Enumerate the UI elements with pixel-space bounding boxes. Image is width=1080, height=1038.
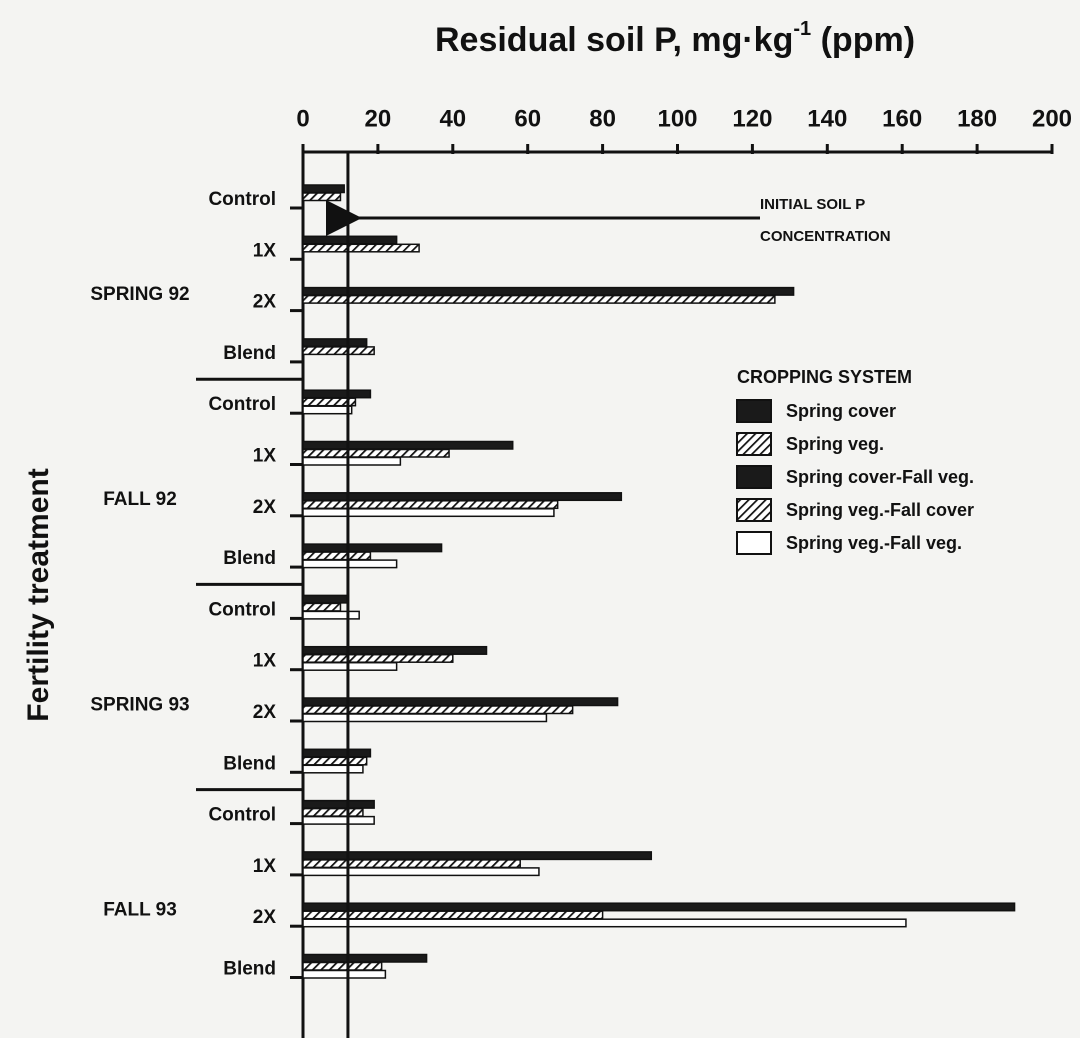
bar xyxy=(302,243,420,253)
bar xyxy=(302,294,776,304)
x-tick-label: 100 xyxy=(657,105,697,132)
bar xyxy=(302,602,342,612)
bar xyxy=(302,559,398,569)
group-label: SPRING 93 xyxy=(90,694,189,715)
bar xyxy=(302,851,653,861)
bar xyxy=(302,610,360,620)
x-tick-label: 80 xyxy=(589,105,616,132)
bar xyxy=(302,184,345,194)
x-tick-label: 200 xyxy=(1032,105,1072,132)
y-tick-label: Blend xyxy=(223,343,276,364)
legend-label: Spring veg.-Fall veg. xyxy=(786,533,962,553)
x-tick-label: 120 xyxy=(732,105,772,132)
legend-swatch xyxy=(736,399,772,423)
y-tick-label: 1X xyxy=(253,240,277,261)
group-label: SPRING 92 xyxy=(90,284,189,305)
y-axis-label: Fertility treatment xyxy=(22,468,55,721)
reference-label: INITIAL SOIL P xyxy=(760,196,865,213)
legend-swatch xyxy=(736,531,772,555)
y-tick-label: 1X xyxy=(253,446,277,467)
bar xyxy=(302,748,372,758)
y-tick-label: Blend xyxy=(223,959,276,980)
bar xyxy=(302,338,368,348)
bar xyxy=(302,918,907,928)
bar xyxy=(302,235,398,245)
bar xyxy=(302,346,375,356)
legend-label: Spring veg.-Fall cover xyxy=(786,500,974,520)
x-tick-label: 60 xyxy=(514,105,541,132)
reference-label: CONCENTRATION xyxy=(760,228,891,245)
y-tick-label: 2X xyxy=(253,292,277,313)
bar xyxy=(302,653,454,663)
y-tick-label: 2X xyxy=(253,907,277,928)
y-tick-label: 2X xyxy=(253,702,277,723)
legend-label: Spring veg. xyxy=(786,434,884,454)
bar xyxy=(302,902,1016,912)
y-tick-label: Control xyxy=(208,394,276,415)
bar xyxy=(302,953,428,963)
group-label: FALL 92 xyxy=(103,489,177,510)
legend-label: Spring cover-Fall veg. xyxy=(786,467,974,487)
bar xyxy=(302,192,342,202)
bar xyxy=(302,645,488,655)
bar xyxy=(302,697,619,707)
y-tick-label: 1X xyxy=(253,651,277,672)
bar xyxy=(302,661,398,671)
bar xyxy=(302,500,559,510)
y-tick-label: Blend xyxy=(223,753,276,774)
x-tick-label: 40 xyxy=(439,105,466,132)
legend-label: Spring cover xyxy=(786,401,896,421)
bar xyxy=(302,405,353,415)
bar xyxy=(302,705,574,715)
x-tick-label: 140 xyxy=(807,105,847,132)
y-tick-label: Control xyxy=(208,805,276,826)
bar xyxy=(302,713,548,723)
bar xyxy=(302,969,387,979)
legend-swatch xyxy=(736,432,772,456)
bar xyxy=(302,807,364,817)
bar xyxy=(302,492,623,502)
bar xyxy=(302,456,402,466)
bar xyxy=(302,389,372,399)
bar xyxy=(302,961,383,971)
bar xyxy=(302,815,375,825)
legend-title: CROPPING SYSTEM xyxy=(737,367,912,387)
bar xyxy=(302,859,521,869)
bar xyxy=(302,448,450,458)
bar xyxy=(302,756,368,766)
y-tick-label: 2X xyxy=(253,497,277,518)
y-tick-label: 1X xyxy=(253,856,277,877)
x-tick-label: 160 xyxy=(882,105,922,132)
x-tick-label: 180 xyxy=(957,105,997,132)
y-tick-label: Control xyxy=(208,599,276,620)
y-tick-label: Blend xyxy=(223,548,276,569)
bar xyxy=(302,508,555,518)
y-tick-label: Control xyxy=(208,189,276,210)
bar xyxy=(302,543,443,553)
bar xyxy=(302,594,349,604)
legend-swatch xyxy=(736,498,772,522)
bar xyxy=(302,764,364,774)
group-label: FALL 93 xyxy=(103,900,177,921)
x-tick-label: 20 xyxy=(365,105,392,132)
bar xyxy=(302,551,372,561)
legend-swatch xyxy=(736,465,772,489)
bar xyxy=(302,799,375,809)
bar xyxy=(302,867,540,877)
bar xyxy=(302,286,795,296)
x-tick-label: 0 xyxy=(296,105,309,132)
bar xyxy=(302,440,514,450)
chart-title: Residual soil P, mg·kg-1 (ppm) xyxy=(435,18,915,59)
